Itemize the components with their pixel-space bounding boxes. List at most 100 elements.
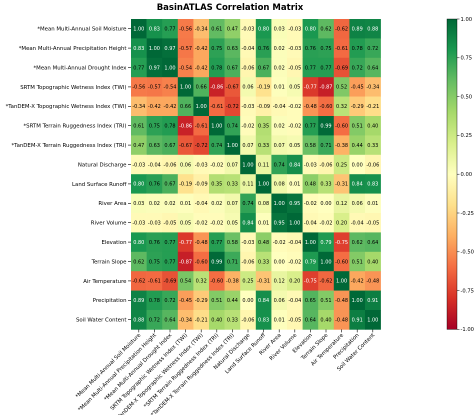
cell-value-label: 0.35 <box>258 124 269 130</box>
cell-value-label: 0.83 <box>258 318 269 324</box>
heatmap-cell <box>224 38 241 59</box>
cell-value-label: -0.57 <box>179 46 192 52</box>
cell-value-label: 0.83 <box>367 182 378 188</box>
cell-value-label: 0.99 <box>320 124 331 130</box>
cell-value-label: -0.42 <box>164 104 177 110</box>
cell-value-label: 1.00 <box>227 143 238 149</box>
cell-value-label: 1.00 <box>367 318 378 324</box>
cell-value-label: -0.77 <box>304 85 317 91</box>
heatmap-cell <box>193 213 210 233</box>
cell-value-label: -0.62 <box>132 279 145 285</box>
heatmap-cell <box>146 19 163 39</box>
heatmap-cell <box>271 232 288 253</box>
cell-value-label: -0.02 <box>288 259 301 265</box>
heatmap-cell <box>333 232 350 253</box>
cell-value-label: 0.06 <box>352 201 363 207</box>
heatmap-cell <box>131 251 147 272</box>
cell-value-label: -0.05 <box>366 221 379 227</box>
heatmap-cell <box>193 290 210 311</box>
cell-value-label: 0.00 <box>242 298 253 304</box>
cell-value-label: 0.58 <box>227 240 238 246</box>
cell-value-label: 0.80 <box>258 27 269 33</box>
heatmap-cell <box>224 174 241 194</box>
cell-value-label: 1.00 <box>258 182 269 188</box>
cell-value-label: 0.65 <box>305 298 316 304</box>
heatmap-cell <box>224 193 241 214</box>
cell-value-label: 0.76 <box>149 240 160 246</box>
heatmap-cell <box>302 310 319 330</box>
cell-value-label: -0.29 <box>351 104 364 110</box>
heatmap-cell <box>255 116 272 136</box>
heatmap-cell <box>193 174 210 194</box>
cell-value-label: -0.67 <box>226 85 239 91</box>
heatmap-cell <box>224 232 241 253</box>
cell-value-label: -0.09 <box>195 182 208 188</box>
colorbar-tick-label: 0.50 <box>461 94 473 100</box>
heatmap-cell <box>209 19 225 39</box>
cell-value-label: 0.00 <box>274 259 285 265</box>
heatmap-cell <box>302 213 319 233</box>
heatmap-cell <box>302 154 319 175</box>
cell-value-label: -0.02 <box>304 201 317 207</box>
cell-value-label: 0.05 <box>289 85 300 91</box>
cell-value-label: 0.00 <box>352 162 363 168</box>
heatmap-cell <box>240 174 257 194</box>
cell-value-label: -0.19 <box>179 182 192 188</box>
cell-value-label: 0.05 <box>227 221 238 227</box>
heatmap-cell <box>333 193 350 214</box>
heatmap-cell <box>131 310 147 330</box>
cell-value-label: 0.02 <box>274 65 285 71</box>
heatmap-cell <box>177 290 194 311</box>
cell-value-label: -0.45 <box>179 298 192 304</box>
heatmap-cell <box>365 38 381 59</box>
heatmap-cell <box>209 232 225 253</box>
heatmap-cell <box>255 154 272 175</box>
cell-value-label: -0.31 <box>257 279 270 285</box>
colorbar-tick-label: 0.75 <box>461 56 473 62</box>
cell-value-label: 1.00 <box>242 162 253 168</box>
cell-value-label: 0.44 <box>227 298 238 304</box>
cell-value-label: 0.77 <box>305 65 316 71</box>
cell-value-label: -0.56 <box>179 27 192 33</box>
heatmap-cell <box>255 38 272 59</box>
heatmap-cell <box>162 116 179 136</box>
y-tick-label: Natural Discharge <box>78 162 127 168</box>
cell-value-label: 0.06 <box>242 85 253 91</box>
heatmap-cell <box>131 154 147 175</box>
cell-value-label: 0.89 <box>352 27 363 33</box>
cell-value-label: -0.05 <box>288 318 301 324</box>
heatmap-cell <box>271 116 288 136</box>
cell-value-label: -0.04 <box>273 104 286 110</box>
cell-value-label: 0.08 <box>274 182 285 188</box>
cell-value-label: -0.05 <box>288 65 301 71</box>
cell-value-label: 0.77 <box>164 27 175 33</box>
cell-value-label: 0.74 <box>211 143 222 149</box>
cell-value-label: -0.86 <box>179 124 192 130</box>
cell-value-label: 0.66 <box>180 104 191 110</box>
cell-value-label: -0.03 <box>132 162 145 168</box>
heatmap-cell <box>318 116 335 136</box>
heatmap-cell <box>162 213 179 233</box>
heatmap-cell <box>146 154 163 175</box>
colorbar-tick-label: -0.50 <box>461 250 474 256</box>
cell-value-label: 0.33 <box>227 182 238 188</box>
heatmap-cell <box>365 193 381 214</box>
heatmap-cell <box>333 135 350 156</box>
heatmap-cell <box>209 116 225 136</box>
cell-value-label: -0.02 <box>288 104 301 110</box>
cell-value-label: -0.03 <box>288 46 301 52</box>
cell-value-label: 0.77 <box>133 65 144 71</box>
y-tick-label: *Mean Multi-Annual Drought Index <box>33 65 127 71</box>
cell-value-label: 0.01 <box>274 318 285 324</box>
heatmap-cell <box>255 174 272 194</box>
cell-value-label: -0.67 <box>179 143 192 149</box>
heatmap-cell <box>162 174 179 194</box>
heatmap-cell <box>271 38 288 59</box>
cell-value-label: 0.71 <box>227 259 238 265</box>
cell-value-label: -0.61 <box>148 279 161 285</box>
heatmap-cell <box>240 135 257 156</box>
heatmap-cell <box>302 271 319 291</box>
cell-value-label: 0.89 <box>133 298 144 304</box>
heatmap-cell <box>271 135 288 156</box>
heatmap-cell <box>302 38 319 59</box>
